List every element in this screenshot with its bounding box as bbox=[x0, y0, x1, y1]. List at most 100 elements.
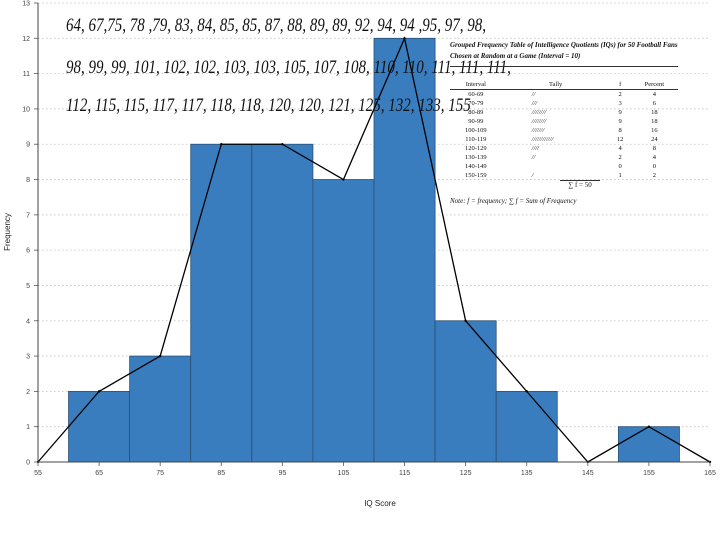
polygon-point bbox=[158, 354, 162, 358]
cell-percent: 8 bbox=[652, 145, 656, 152]
table-row: 140-149 0 0 bbox=[450, 162, 678, 171]
table-row: 100-109 /////// 8 16 bbox=[450, 126, 678, 135]
cell-frequency: 1 bbox=[618, 172, 622, 179]
x-tick-label: 125 bbox=[460, 470, 472, 477]
table-row: 150-159 / 1 2 bbox=[450, 171, 678, 180]
cell-frequency: 4 bbox=[618, 145, 622, 152]
histogram-bar bbox=[617, 426, 680, 463]
x-tick-label: 105 bbox=[338, 470, 350, 477]
frequency-polygon-line bbox=[37, 36, 711, 463]
table-row: 70-79 /// 3 6 bbox=[450, 99, 678, 108]
y-tick-label: 10 bbox=[22, 106, 30, 113]
polygon-point bbox=[647, 425, 651, 428]
polygon-point bbox=[403, 37, 406, 40]
table-row: 110-119 //////////// 12 24 bbox=[450, 135, 678, 144]
x-tick-label: 165 bbox=[704, 470, 716, 477]
histogram-bar bbox=[251, 143, 314, 463]
header-percent: Percent bbox=[630, 81, 678, 90]
table-note: Note: f = frequency; ∑ f = Sum of Freque… bbox=[450, 197, 577, 205]
raw-data-line-1: 64, 67,75, 78 ,79, 83, 84, 85, 85, 87, 8… bbox=[66, 16, 486, 36]
cell-frequency: 8 bbox=[618, 127, 622, 134]
cell-frequency: 9 bbox=[618, 118, 622, 125]
cell-percent: 4 bbox=[652, 154, 656, 161]
cell-frequency: 3 bbox=[618, 100, 622, 107]
y-tick-label: 8 bbox=[26, 177, 30, 184]
table-row: 120-129 //// 4 8 bbox=[450, 144, 678, 153]
table-row: 130-139 // 2 4 bbox=[450, 153, 678, 162]
cell-tally bbox=[502, 162, 610, 171]
cell-interval: 100-109 bbox=[464, 127, 487, 134]
y-tick-label: 2 bbox=[26, 389, 30, 396]
polygon-point bbox=[281, 143, 284, 146]
cell-percent: 18 bbox=[651, 118, 658, 125]
polygon-point bbox=[464, 319, 467, 322]
y-tick-label: 5 bbox=[26, 283, 30, 290]
histogram-bars bbox=[68, 37, 680, 463]
x-tick-label: 115 bbox=[399, 470, 410, 477]
cell-tally: // bbox=[531, 91, 536, 98]
table-title: Grouped Frequency Table of Intelligence … bbox=[450, 41, 678, 60]
x-tick-label: 95 bbox=[278, 470, 286, 477]
cell-frequency: 2 bbox=[618, 154, 622, 161]
cell-tally: //// bbox=[531, 145, 539, 152]
cell-interval: 130-139 bbox=[464, 154, 487, 161]
table-row: 60-69 // 2 4 bbox=[450, 90, 678, 100]
table-row: 90-99 //////// 9 18 bbox=[450, 117, 678, 126]
cell-tally: //////// bbox=[531, 118, 547, 125]
cell-tally: /////// bbox=[531, 127, 545, 134]
cell-frequency: 2 bbox=[618, 91, 622, 98]
y-tick-label: 12 bbox=[22, 36, 30, 43]
cell-interval: 60-69 bbox=[468, 91, 484, 98]
histogram-bar bbox=[68, 390, 131, 463]
x-tick-label: 75 bbox=[156, 470, 164, 477]
header-interval: Interval bbox=[450, 81, 502, 90]
cell-interval: 70-79 bbox=[468, 100, 484, 107]
cell-frequency: 12 bbox=[616, 136, 624, 143]
histogram-bar bbox=[312, 179, 375, 463]
cell-frequency: 0 bbox=[618, 163, 622, 170]
y-tick-label: 4 bbox=[26, 318, 30, 325]
histogram-bar bbox=[495, 390, 558, 463]
polygon-point bbox=[342, 178, 345, 181]
y-tick-label: 0 bbox=[26, 460, 30, 467]
y-axis-label: Frequency bbox=[3, 213, 12, 251]
cell-tally: / bbox=[531, 172, 534, 179]
cell-interval: 140-149 bbox=[464, 163, 487, 170]
x-tick-label: 135 bbox=[521, 470, 533, 477]
histogram-bar bbox=[129, 355, 192, 463]
histogram-bar bbox=[190, 143, 253, 463]
raw-data-line-2: 98, 99, 99, 101, 102, 102, 103, 103, 105… bbox=[66, 58, 511, 78]
polygon-point bbox=[97, 390, 101, 393]
table-header-row: Interval Tally f Percent bbox=[450, 81, 678, 90]
polygon-point bbox=[525, 390, 528, 393]
table-top-rule bbox=[450, 66, 678, 67]
cell-interval: 150-159 bbox=[464, 172, 487, 179]
cell-percent: 18 bbox=[651, 109, 658, 116]
polygon-point bbox=[220, 143, 223, 146]
cell-tally: //////////// bbox=[531, 136, 554, 143]
x-axis-label: IQ Score bbox=[364, 499, 396, 508]
y-tick-label: 7 bbox=[26, 212, 30, 219]
cell-interval: 110-119 bbox=[465, 136, 487, 143]
y-tick-label: 11 bbox=[23, 71, 30, 78]
frequency-table-panel: Grouped Frequency Table of Intelligence … bbox=[450, 40, 678, 205]
x-tick-label: 55 bbox=[34, 470, 42, 477]
cell-interval: 80-89 bbox=[468, 109, 484, 116]
cell-frequency: 9 bbox=[618, 109, 622, 116]
y-tick-label: 1 bbox=[26, 424, 30, 431]
cell-tally: /// bbox=[531, 100, 538, 107]
y-tick-label: 3 bbox=[26, 354, 30, 361]
y-tick-label: 13 bbox=[22, 1, 30, 8]
cell-percent: 6 bbox=[652, 100, 656, 107]
cell-interval: 120-129 bbox=[464, 145, 487, 152]
y-tick-label: 9 bbox=[26, 142, 30, 149]
cell-interval: 90-99 bbox=[468, 118, 484, 125]
frequency-table: Interval Tally f Percent 60-69 // 2 4 70-79 /… bbox=[450, 81, 678, 180]
table-row: 80-89 //////// 9 18 bbox=[450, 108, 678, 117]
cell-tally: // bbox=[531, 154, 536, 161]
x-tick-label: 145 bbox=[582, 470, 594, 477]
cell-percent: 4 bbox=[652, 91, 656, 98]
cell-percent: 2 bbox=[652, 172, 656, 179]
